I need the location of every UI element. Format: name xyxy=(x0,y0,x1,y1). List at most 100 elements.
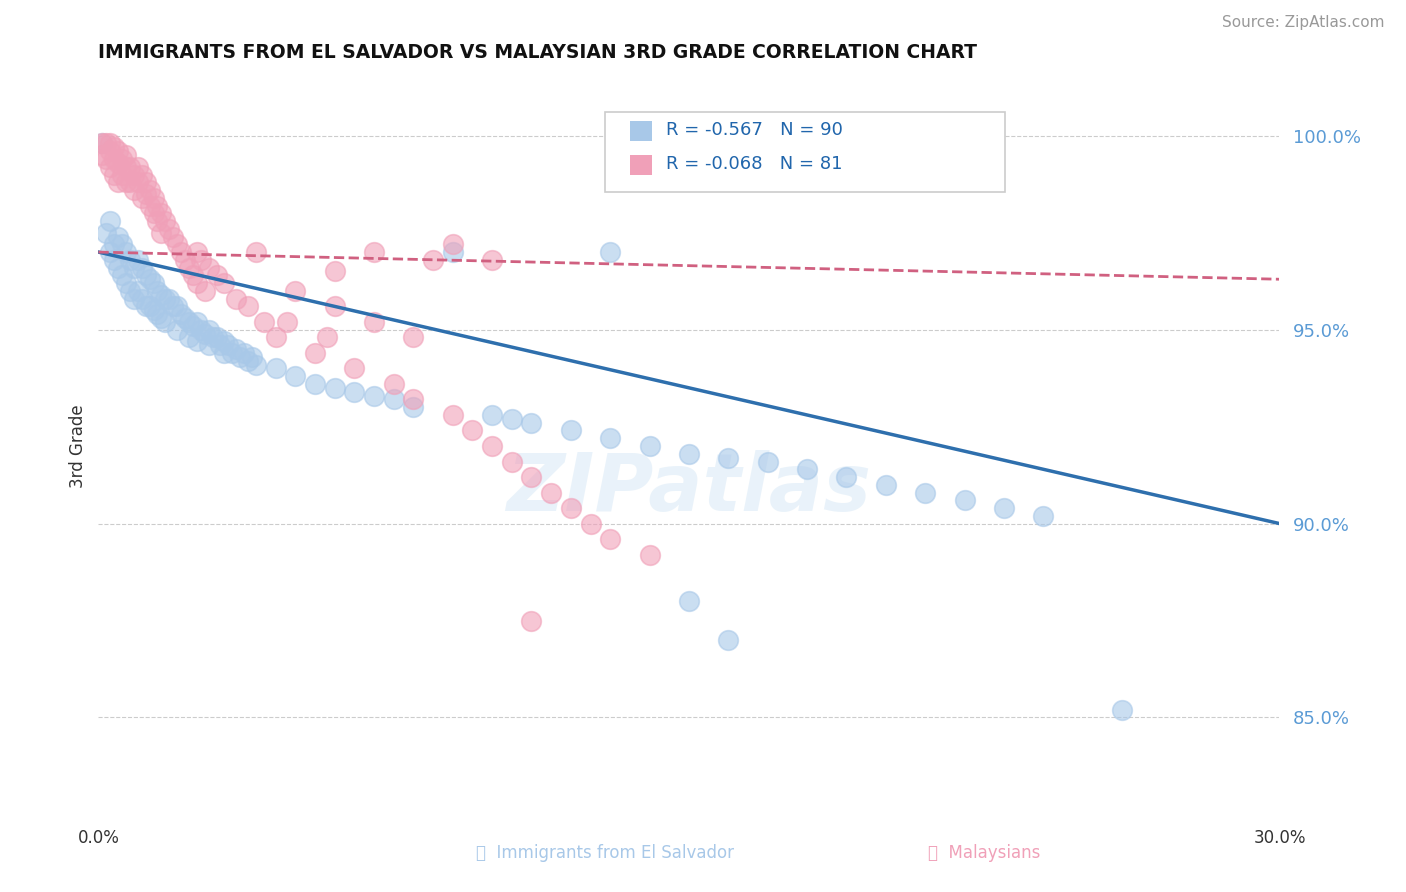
Point xyxy=(111,152,134,166)
Point xyxy=(214,334,236,349)
Point xyxy=(284,369,307,384)
Point xyxy=(96,226,118,240)
Point xyxy=(756,454,779,468)
Point xyxy=(98,245,121,260)
Point xyxy=(363,245,385,260)
Point xyxy=(194,284,217,298)
Point xyxy=(481,252,503,267)
Point xyxy=(1111,703,1133,717)
Point xyxy=(107,260,129,275)
Point xyxy=(181,318,204,333)
Point xyxy=(177,260,200,275)
Point xyxy=(402,401,425,415)
Point xyxy=(402,392,425,407)
Point xyxy=(233,346,256,360)
Point xyxy=(150,206,173,220)
Point xyxy=(441,237,464,252)
Point xyxy=(166,237,188,252)
Point xyxy=(461,424,484,438)
Point xyxy=(599,532,621,546)
Point xyxy=(382,376,405,391)
Point xyxy=(1032,508,1054,523)
Point xyxy=(501,412,523,426)
Point xyxy=(103,237,125,252)
Point xyxy=(599,245,621,260)
Point xyxy=(162,229,184,244)
Point xyxy=(111,168,134,182)
Point xyxy=(914,485,936,500)
Point xyxy=(122,183,145,197)
Point xyxy=(177,315,200,329)
Point xyxy=(214,276,236,290)
Point xyxy=(142,303,165,318)
Point xyxy=(579,516,602,531)
Point xyxy=(138,272,160,286)
Text: 30.0%: 30.0% xyxy=(1253,829,1306,847)
Point xyxy=(96,136,118,151)
Text: Source: ZipAtlas.com: Source: ZipAtlas.com xyxy=(1222,15,1385,29)
Point xyxy=(240,350,263,364)
Point xyxy=(157,292,180,306)
Point xyxy=(245,358,267,372)
Point xyxy=(135,299,157,313)
Point xyxy=(115,160,138,174)
Point xyxy=(315,330,337,344)
Point xyxy=(441,408,464,422)
Point xyxy=(98,160,121,174)
Point xyxy=(115,276,138,290)
Point xyxy=(186,315,208,329)
Point xyxy=(678,447,700,461)
Point xyxy=(304,346,326,360)
Point xyxy=(103,140,125,154)
Point xyxy=(993,501,1015,516)
Point xyxy=(717,450,740,465)
Point xyxy=(236,353,259,368)
Point xyxy=(481,439,503,453)
Point xyxy=(174,252,197,267)
Point xyxy=(146,284,169,298)
Point xyxy=(166,323,188,337)
Point xyxy=(155,214,177,228)
Point xyxy=(127,252,149,267)
Point xyxy=(214,346,236,360)
Point xyxy=(186,245,208,260)
Point xyxy=(115,245,138,260)
Point xyxy=(323,299,346,313)
Point xyxy=(142,191,165,205)
Point xyxy=(122,168,145,182)
Point xyxy=(127,160,149,174)
Point xyxy=(221,346,243,360)
Text: ⬜  Malaysians: ⬜ Malaysians xyxy=(928,844,1040,862)
Text: IMMIGRANTS FROM EL SALVADOR VS MALAYSIAN 3RD GRADE CORRELATION CHART: IMMIGRANTS FROM EL SALVADOR VS MALAYSIAN… xyxy=(98,43,977,62)
Point xyxy=(236,299,259,313)
Point xyxy=(155,315,177,329)
Point xyxy=(501,454,523,468)
Point xyxy=(131,260,153,275)
Point xyxy=(127,175,149,189)
Point xyxy=(253,315,276,329)
Point xyxy=(209,338,232,352)
Point xyxy=(96,152,118,166)
Point xyxy=(138,299,160,313)
Point xyxy=(170,245,193,260)
Point xyxy=(441,245,464,260)
Point xyxy=(201,330,224,344)
Point xyxy=(103,252,125,267)
Point xyxy=(520,614,543,628)
Point xyxy=(115,148,138,162)
Point xyxy=(135,175,157,189)
Point xyxy=(107,156,129,170)
Point xyxy=(323,381,346,395)
Point xyxy=(481,408,503,422)
Text: 0.0%: 0.0% xyxy=(77,829,120,847)
Point xyxy=(107,175,129,189)
Y-axis label: 3rd Grade: 3rd Grade xyxy=(69,404,87,488)
Point xyxy=(245,245,267,260)
Point xyxy=(91,136,114,151)
Point xyxy=(284,284,307,298)
Point xyxy=(98,136,121,151)
Point xyxy=(186,334,208,349)
Point xyxy=(142,206,165,220)
Point xyxy=(276,315,298,329)
Point xyxy=(111,237,134,252)
